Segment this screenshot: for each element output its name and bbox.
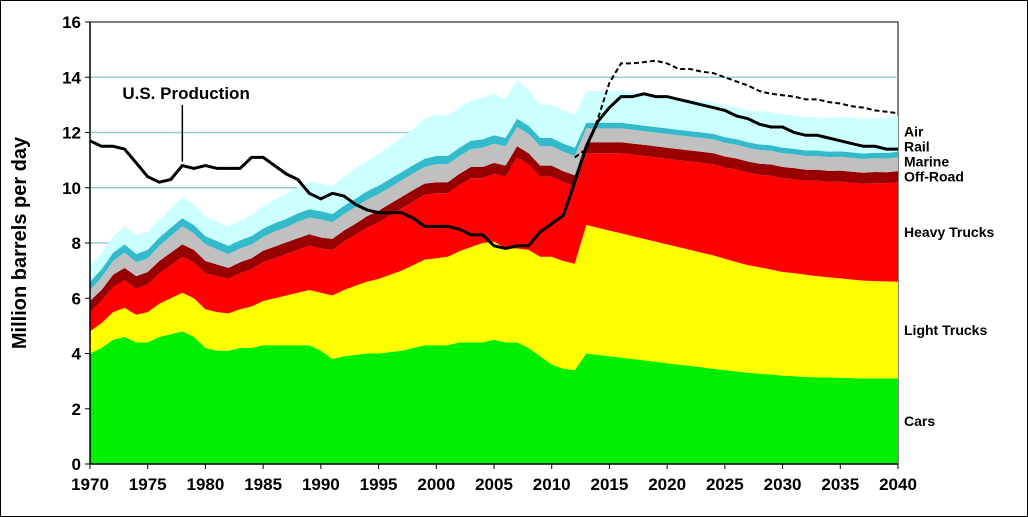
x-tick-label: 1990 bbox=[302, 475, 340, 494]
x-tick-label: 2035 bbox=[821, 475, 859, 494]
area-light-trucks bbox=[90, 225, 898, 379]
y-tick-label: 4 bbox=[72, 345, 82, 364]
x-tick-label: 1985 bbox=[244, 475, 282, 494]
y-tick-label: 12 bbox=[62, 124, 81, 143]
projection-line bbox=[574, 59, 899, 159]
y-axis-label: Million barrels per day bbox=[9, 136, 31, 349]
x-tick-label: 1995 bbox=[360, 475, 398, 494]
x-tick-label: 2015 bbox=[591, 475, 629, 494]
x-tick-label: 2000 bbox=[417, 475, 455, 494]
y-tick-label: 2 bbox=[72, 400, 81, 419]
x-tick-label: 2040 bbox=[879, 475, 917, 494]
area-heavy-trucks bbox=[90, 153, 898, 332]
annotation-label: U.S. Production bbox=[122, 84, 250, 103]
production-line bbox=[89, 92, 898, 251]
x-tick-label: 1975 bbox=[129, 475, 167, 494]
x-tick-label: 2020 bbox=[648, 475, 686, 494]
x-tick-label: 2005 bbox=[475, 475, 513, 494]
series-label: Rail bbox=[904, 139, 930, 155]
y-tick-label: 0 bbox=[72, 455, 81, 474]
x-tick-label: 2010 bbox=[533, 475, 571, 494]
x-tick-label: 2025 bbox=[706, 475, 744, 494]
series-label: Marine bbox=[904, 154, 949, 170]
area-air bbox=[90, 80, 898, 282]
y-tick-label: 14 bbox=[62, 68, 81, 87]
area-cars bbox=[90, 331, 898, 464]
y-tick-label: 16 bbox=[62, 13, 81, 32]
x-tick-label: 1980 bbox=[187, 475, 225, 494]
y-tick-label: 8 bbox=[72, 234, 81, 253]
series-label: Light Trucks bbox=[904, 322, 987, 338]
x-tick-label: 2030 bbox=[764, 475, 802, 494]
area-marine bbox=[90, 127, 898, 301]
series-label: Off-Road bbox=[904, 169, 964, 185]
x-tick-label: 1970 bbox=[71, 475, 109, 494]
y-tick-label: 10 bbox=[62, 179, 81, 198]
series-label: Air bbox=[904, 124, 924, 140]
series-label: Cars bbox=[904, 413, 935, 429]
series-label: Heavy Trucks bbox=[904, 224, 994, 240]
y-tick-label: 6 bbox=[72, 289, 81, 308]
